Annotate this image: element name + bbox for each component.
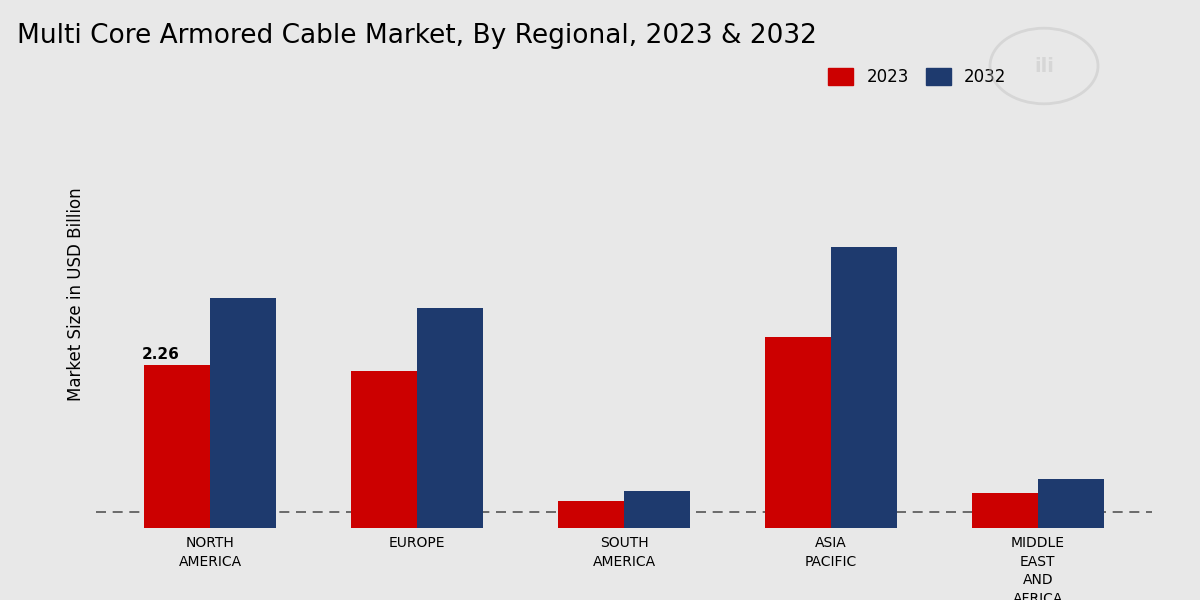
Text: Multi Core Armored Cable Market, By Regional, 2023 & 2032: Multi Core Armored Cable Market, By Regi… (17, 23, 817, 49)
Bar (418, 308, 484, 528)
Legend: 2023, 2032: 2023, 2032 (828, 68, 1007, 86)
Bar (558, 500, 624, 528)
Bar (350, 371, 418, 528)
Bar (1038, 479, 1104, 528)
Bar (972, 493, 1038, 528)
Bar (830, 247, 898, 528)
Bar (144, 365, 210, 528)
Bar (210, 298, 276, 528)
Bar (624, 491, 690, 528)
Text: ili: ili (1034, 56, 1054, 76)
Y-axis label: Market Size in USD Billion: Market Size in USD Billion (67, 187, 85, 401)
Bar (764, 337, 830, 528)
Text: 2.26: 2.26 (142, 347, 180, 362)
